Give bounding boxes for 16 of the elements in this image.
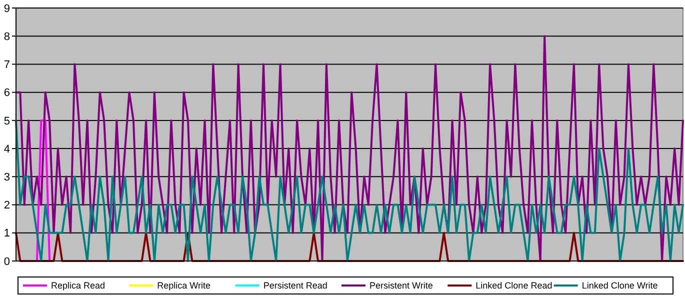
y-tick-label: 2 [4,200,10,212]
legend-label: Persistent Read [263,280,328,291]
y-tick-label: 5 [4,115,10,128]
y-tick-label: 8 [4,30,10,43]
legend-label: Persistent Write [370,280,433,291]
legend-label: Replica Read [51,280,106,291]
y-tick-label: 1 [4,228,10,240]
y-tick-label: 6 [4,87,10,100]
legend-label: Linked Clone Read [476,280,552,291]
y-tick-label: 4 [4,143,10,156]
y-tick-label: 3 [4,172,10,184]
legend-label: Linked Clone Write [582,280,658,291]
y-tick-label: 7 [4,59,10,72]
legend-label: Replica Write [157,280,211,291]
y-tick-label: 0 [4,256,10,268]
y-tick-label: 9 [4,2,10,15]
